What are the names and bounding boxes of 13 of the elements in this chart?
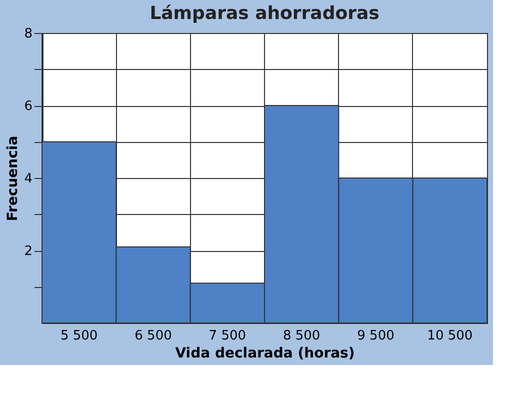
x-tick-label: 6 500 xyxy=(134,328,172,344)
x-tick-label: 7 500 xyxy=(208,328,246,344)
x-tick-label: 8 500 xyxy=(282,328,320,344)
y-axis-title: Frecuencia xyxy=(5,136,22,222)
y-tick-label: 6 xyxy=(24,99,32,114)
y-tick-label: 8 xyxy=(24,26,32,42)
x-tick-label: 10 500 xyxy=(427,328,473,344)
x-axis-title: Vida declarada (horas) xyxy=(175,346,355,362)
chart-title: Lámparas ahorradoras xyxy=(150,3,380,24)
y-tick-label: 4 xyxy=(24,172,32,186)
x-tick-label: 5 500 xyxy=(60,328,98,344)
x-tick-label: 9 500 xyxy=(357,328,394,344)
y-tick-label: 2 xyxy=(24,244,32,259)
